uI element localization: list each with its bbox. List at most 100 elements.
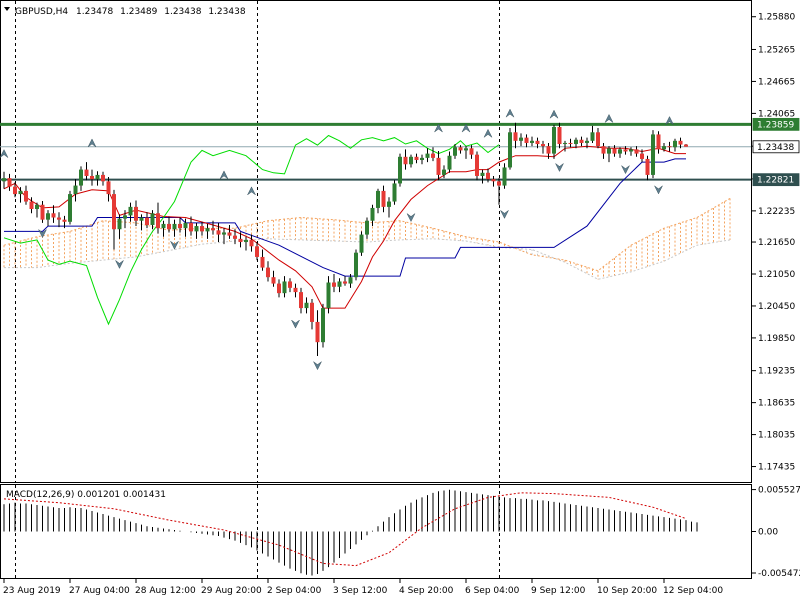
- candle-body: [535, 140, 540, 145]
- candle-body: [205, 228, 210, 232]
- bear-candle: [271, 270, 276, 287]
- candle-body: [436, 157, 441, 175]
- price-tick-label: 1.25265: [758, 45, 795, 55]
- candle-body: [634, 149, 639, 154]
- candle-body: [458, 147, 463, 151]
- candle-body: [563, 142, 567, 145]
- time-tick-label: 9 Sep 12:00: [531, 586, 586, 596]
- fractal-down-icon: [38, 229, 47, 239]
- candle-body: [640, 153, 644, 159]
- bull-candle: [18, 187, 23, 203]
- price-tick-label: 1.18635: [758, 399, 795, 409]
- time-tick-label: 3 Sep 12:00: [333, 586, 388, 596]
- candle-body: [376, 190, 380, 208]
- candle-body: [24, 190, 28, 202]
- candle-body: [18, 190, 23, 195]
- bear-candle: [106, 177, 111, 202]
- candle-body: [447, 155, 452, 170]
- candle-body: [332, 282, 336, 287]
- fractal-markers: [0, 108, 674, 371]
- fractal-up-icon: [665, 116, 674, 125]
- bear-candle: [640, 149, 644, 163]
- candle-body: [607, 148, 611, 154]
- axes: 1.258801.252651.246651.240651.234501.228…: [3, 13, 800, 596]
- fractal-down-icon: [291, 319, 300, 329]
- candle-body: [343, 281, 347, 284]
- candle-body: [150, 213, 155, 225]
- candle-body: [497, 181, 501, 186]
- bull-candle: [117, 214, 122, 239]
- bear-candle: [414, 153, 419, 164]
- fractal-down-icon: [115, 260, 124, 269]
- dropdown-triangle-icon[interactable]: [4, 7, 10, 11]
- candle-body: [216, 230, 221, 235]
- candle-body: [585, 140, 589, 143]
- price-tick-label: 1.17435: [758, 463, 795, 473]
- macd-pane[interactable]: [0, 484, 752, 579]
- candle-body: [579, 139, 584, 143]
- fractal-up-icon: [505, 108, 515, 118]
- fractal-down-icon: [500, 210, 509, 219]
- candle-body: [7, 178, 12, 187]
- bear-candle: [469, 145, 474, 159]
- candle-body: [156, 213, 160, 229]
- bear-candle: [189, 216, 193, 236]
- candle-body: [530, 140, 534, 143]
- bear-candle: [101, 171, 105, 186]
- candle-body: [46, 213, 50, 220]
- bull-candle: [205, 223, 210, 239]
- bear-candle: [7, 173, 12, 191]
- bear-candle: [288, 278, 292, 293]
- bear-candle: [293, 283, 298, 298]
- candle-body: [513, 132, 518, 141]
- candle-body: [348, 277, 353, 284]
- candle-body: [288, 281, 292, 288]
- candle-body: [414, 156, 419, 161]
- bull-candle: [123, 210, 127, 229]
- bull-candle: [392, 180, 397, 205]
- bull-candle: [398, 153, 402, 187]
- bear-candle: [343, 276, 347, 286]
- candle-body: [321, 308, 325, 343]
- close-value: 1.23438: [208, 7, 245, 17]
- candle-body: [211, 228, 215, 231]
- candle-body: [90, 175, 94, 180]
- candle-body: [574, 139, 578, 145]
- resistance-price-tag: [752, 117, 800, 131]
- time-tick-label: 29 Aug 20:00: [201, 586, 262, 596]
- bear-candle: [557, 122, 562, 149]
- bull-candle: [442, 165, 446, 179]
- open-value: 1.23478: [76, 7, 113, 17]
- candle-body: [392, 183, 397, 202]
- candle-body: [222, 232, 226, 235]
- bear-candle: [403, 149, 408, 170]
- current-price-price-label: 1.23438: [757, 143, 794, 153]
- time-tick-label: 28 Aug 12:00: [135, 586, 196, 596]
- bull-candle: [447, 151, 452, 173]
- bull-candle: [183, 218, 188, 237]
- fractal-down-icon: [313, 361, 322, 371]
- bear-candle: [678, 137, 683, 149]
- price-tick-label: 1.21050: [758, 270, 795, 280]
- bear-candle: [266, 261, 270, 282]
- candle-body: [629, 149, 633, 152]
- fractal-down-icon: [170, 241, 179, 250]
- bull-candle: [222, 228, 226, 245]
- candle-body: [359, 234, 364, 253]
- candle-body: [145, 217, 149, 225]
- bull-candle: [150, 210, 155, 230]
- price-pane[interactable]: [0, 0, 752, 483]
- candle-body: [299, 292, 303, 309]
- bull-candle: [354, 249, 358, 281]
- candle-body: [277, 283, 281, 294]
- bull-candle: [662, 142, 666, 152]
- time-tick-label: 23 Aug 2019: [3, 586, 61, 596]
- time-tick-label: 2 Sep 04:00: [267, 586, 322, 596]
- candle-body: [673, 140, 677, 148]
- bear-candle: [431, 147, 435, 162]
- candle-body: [596, 132, 600, 147]
- candle-body: [431, 153, 435, 158]
- fractal-up-icon: [604, 113, 614, 123]
- bear-candle: [62, 215, 67, 229]
